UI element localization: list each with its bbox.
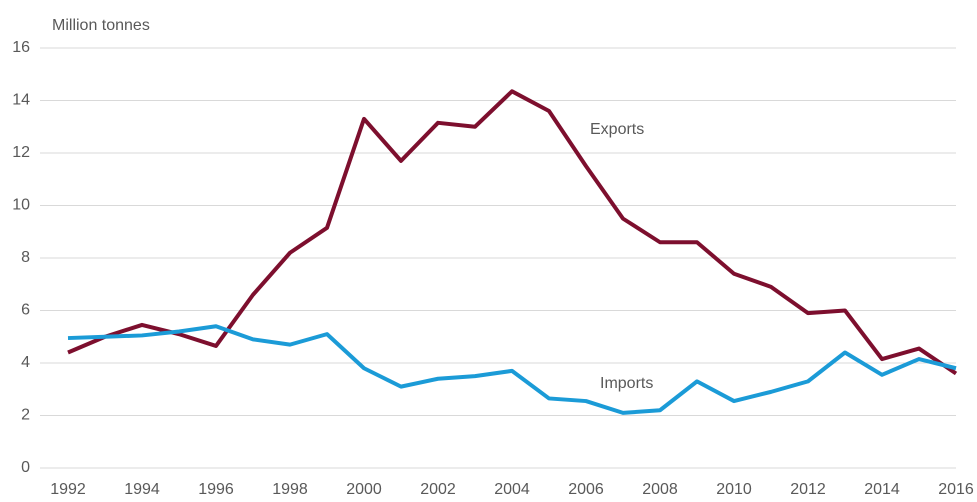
x-tick-label: 1992 [50, 481, 86, 498]
y-axis-label: Million tonnes [52, 17, 150, 34]
y-tick-label: 10 [12, 197, 30, 214]
series-label: Imports [600, 375, 653, 392]
x-tick-label: 1998 [272, 481, 308, 498]
x-tick-label: 2000 [346, 481, 382, 498]
x-tick-label: 2010 [716, 481, 752, 498]
y-tick-label: 12 [12, 144, 30, 161]
x-tick-label: 2008 [642, 481, 678, 498]
series-line [67, 324, 957, 415]
x-tick-label: 2016 [938, 481, 974, 498]
y-tick-label: 4 [21, 354, 30, 371]
x-tick-label: 2014 [864, 481, 900, 498]
x-tick-label: 2006 [568, 481, 604, 498]
series-label: Exports [590, 121, 644, 138]
x-tick-label: 2004 [494, 481, 530, 498]
y-tick-label: 16 [12, 39, 30, 56]
series-line [67, 89, 958, 376]
y-tick-label: 2 [21, 407, 30, 424]
y-tick-label: 0 [21, 459, 30, 476]
y-tick-label: 6 [21, 302, 30, 319]
x-tick-label: 2002 [420, 481, 456, 498]
x-tick-label: 1994 [124, 481, 160, 498]
x-tick-label: 1996 [198, 481, 234, 498]
x-tick-label: 2012 [790, 481, 826, 498]
y-tick-label: 14 [12, 92, 30, 109]
y-tick-label: 8 [21, 249, 30, 266]
